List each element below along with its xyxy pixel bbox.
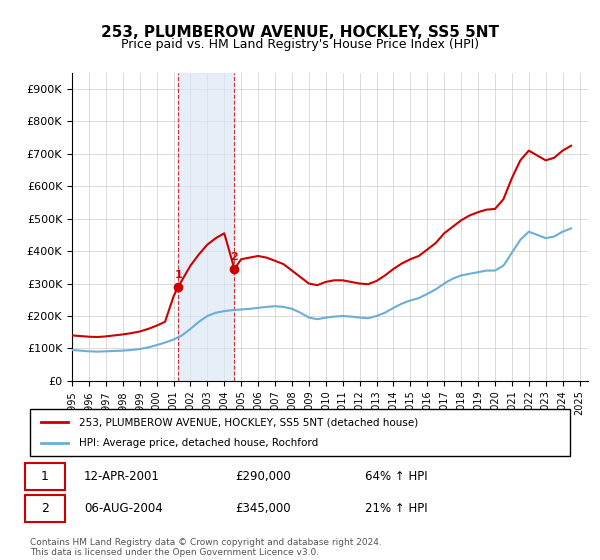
Text: 253, PLUMBEROW AVENUE, HOCKLEY, SS5 5NT (detached house): 253, PLUMBEROW AVENUE, HOCKLEY, SS5 5NT …: [79, 417, 418, 427]
Text: 1: 1: [41, 470, 49, 483]
Text: 06-AUG-2004: 06-AUG-2004: [84, 502, 163, 515]
Text: 21% ↑ HPI: 21% ↑ HPI: [365, 502, 427, 515]
Text: 2: 2: [41, 502, 49, 515]
Text: 1: 1: [175, 270, 182, 281]
Text: 12-APR-2001: 12-APR-2001: [84, 470, 160, 483]
Text: HPI: Average price, detached house, Rochford: HPI: Average price, detached house, Roch…: [79, 438, 318, 448]
Bar: [178, 73, 235, 381]
Text: 64% ↑ HPI: 64% ↑ HPI: [365, 470, 427, 483]
Text: Price paid vs. HM Land Registry's House Price Index (HPI): Price paid vs. HM Land Registry's House …: [121, 38, 479, 50]
Text: 253, PLUMBEROW AVENUE, HOCKLEY, SS5 5NT: 253, PLUMBEROW AVENUE, HOCKLEY, SS5 5NT: [101, 25, 499, 40]
FancyBboxPatch shape: [30, 409, 570, 456]
Text: Contains HM Land Registry data © Crown copyright and database right 2024.
This d: Contains HM Land Registry data © Crown c…: [30, 538, 382, 557]
Text: £345,000: £345,000: [235, 502, 291, 515]
FancyBboxPatch shape: [25, 496, 65, 522]
FancyBboxPatch shape: [25, 463, 65, 490]
Text: £290,000: £290,000: [235, 470, 291, 483]
Text: 2: 2: [230, 253, 238, 263]
